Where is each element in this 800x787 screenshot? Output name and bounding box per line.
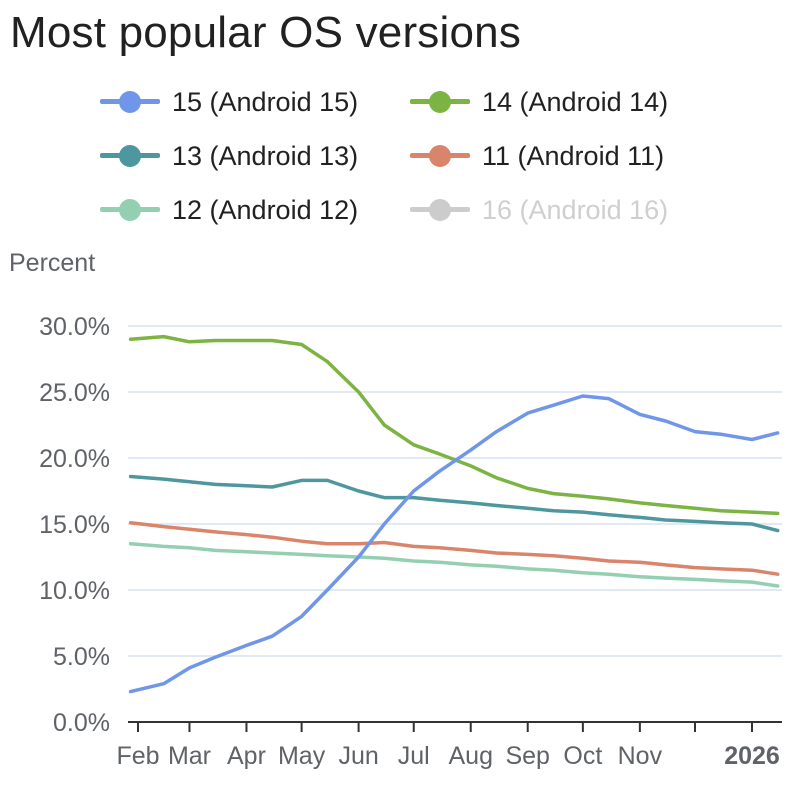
x-tick-label: Apr <box>227 742 266 770</box>
x-axis: Feb Mar Apr May Jun Jul Aug Sep Oct Nov 2026 <box>116 722 780 770</box>
x-tick-label: Aug <box>448 742 492 770</box>
x-tick-label: Sep <box>505 742 549 770</box>
x-tick-label: Jun <box>338 742 378 770</box>
legend-item-android-14[interactable]: 14 (Android 14) <box>410 82 668 122</box>
legend-swatch-android-14 <box>410 82 470 122</box>
legend-item-android-15[interactable]: 15 (Android 15) <box>100 82 358 122</box>
series-lines <box>128 334 780 694</box>
y-tick-label: 5.0% <box>53 643 110 671</box>
legend-swatch-android-12 <box>100 190 160 230</box>
legend-label-android-15: 15 (Android 15) <box>172 86 359 117</box>
y-tick-label: 15.0% <box>39 511 110 539</box>
legend-label-android-11: 11 (Android 11) <box>482 140 665 171</box>
x-tick-label: Mar <box>168 742 211 770</box>
y-tick-label: 30.0% <box>39 313 110 341</box>
chart-title: Most popular OS versions <box>10 8 522 57</box>
series-line-12-android-12[interactable] <box>128 542 780 588</box>
x-tick-label: May <box>278 742 326 770</box>
y-axis-title: Percent <box>9 249 95 277</box>
y-tick-label: 20.0% <box>39 445 110 473</box>
legend-item-android-16[interactable]: 16 (Android 16) <box>410 190 668 230</box>
x-tick-label: Jul <box>398 742 430 770</box>
x-tick-label: 2026 <box>724 742 780 770</box>
x-tick-label: Feb <box>116 742 159 770</box>
legend-item-android-12[interactable]: 12 (Android 12) <box>100 190 358 230</box>
legend-swatch-android-15 <box>100 82 160 122</box>
legend-item-android-13[interactable]: 13 (Android 13) <box>100 136 358 176</box>
y-axis-ticks: 0.0% 5.0% 10.0% 15.0% 20.0% 25.0% 30.0% <box>39 313 110 737</box>
legend-label-android-14: 14 (Android 14) <box>482 86 669 117</box>
legend-swatch-android-11 <box>410 136 470 176</box>
legend-label-android-16: 16 (Android 16) <box>482 194 669 225</box>
series-line-15-android-15[interactable] <box>128 394 780 694</box>
y-tick-label: 10.0% <box>39 577 110 605</box>
x-tick-label: Nov <box>618 742 663 770</box>
legend-item-android-11[interactable]: 11 (Android 11) <box>410 136 664 176</box>
legend-swatch-android-13 <box>100 136 160 176</box>
x-tick-label: Oct <box>563 742 602 770</box>
series-line-13-android-13[interactable] <box>128 474 780 533</box>
legend-swatch-android-16 <box>410 190 470 230</box>
series-line-11-android-11[interactable] <box>128 520 780 576</box>
legend-label-android-13: 13 (Android 13) <box>172 140 359 171</box>
legend-label-android-12: 12 (Android 12) <box>172 194 359 225</box>
y-tick-label: 25.0% <box>39 379 110 407</box>
y-tick-label: 0.0% <box>53 709 110 737</box>
gridlines <box>128 325 782 723</box>
